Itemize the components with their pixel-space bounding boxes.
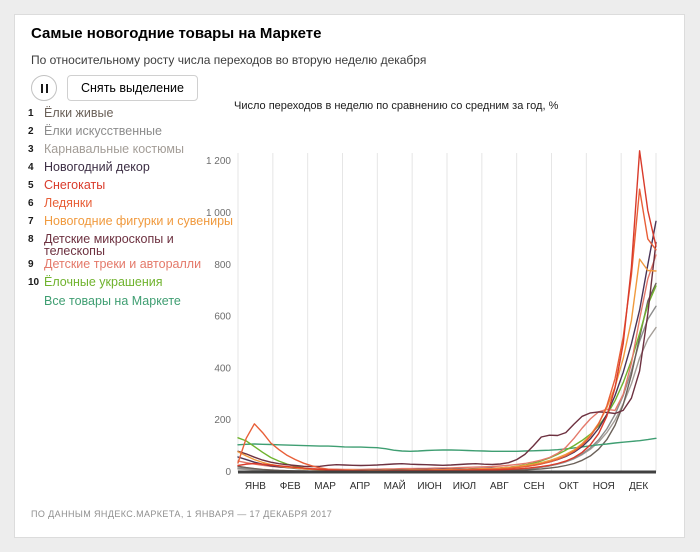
month-label: МАЙ — [384, 479, 406, 492]
pause-icon — [40, 83, 43, 93]
legend-rank: 8 — [28, 234, 34, 245]
line-chart[interactable]: 0 200 400 600 800 1 000 1 200 ЯНВ ФЕВ МАР АПР МАЙ ИЮ… — [201, 113, 679, 505]
month-label: МАР — [314, 481, 336, 492]
legend-list: 1 Ёлки живые 2 Ёлки искусственные 3 Карнаваль… — [28, 107, 233, 309]
page-subtitle: По относительному росту числа переходов … — [31, 53, 427, 67]
month-label: ЯНВ — [245, 481, 266, 492]
series-line[interactable] — [237, 241, 657, 468]
legend-label: Ледянки — [44, 196, 93, 210]
month-label: АПР — [350, 481, 371, 492]
legend-label: Новогодние фигурки и сувениры — [44, 214, 234, 228]
legend-rank: 3 — [28, 144, 34, 155]
month-label: НОЯ — [593, 481, 615, 492]
y-tick-label: 1 000 — [206, 208, 231, 219]
pause-icon — [45, 83, 48, 93]
chart-title: Число переходов в неделю по сравнению со… — [234, 100, 559, 112]
y-tick-label: 0 — [225, 467, 231, 478]
legend-rank: 1 — [28, 108, 34, 119]
legend-item-3[interactable]: 3 Карнавальные костюмы — [28, 143, 228, 156]
source-note: ПО ДАННЫМ ЯНДЕКС.МАРКЕТА, 1 ЯНВАРЯ — 17 … — [31, 509, 333, 519]
infographic-card: Самые новогодние товары на Маркете По от… — [14, 14, 685, 538]
legend-item-8[interactable]: 8 Детские микроскопы и телескопы — [28, 232, 228, 258]
legend-rank: 4 — [28, 162, 34, 173]
legend-label: Детские треки и авторалли — [44, 257, 202, 271]
legend-rank: 6 — [28, 198, 34, 209]
legend-item-4[interactable]: 4 Новогодний декор — [28, 161, 228, 174]
y-tick-label: 600 — [214, 312, 231, 323]
pause-button[interactable] — [31, 75, 57, 101]
all-goods-link[interactable]: Все товары на Маркете — [44, 294, 181, 308]
legend-rank: 10 — [28, 277, 40, 288]
series-line[interactable] — [237, 437, 657, 452]
clear-selection-button[interactable]: Снять выделение — [67, 75, 198, 101]
legend-item-2[interactable]: 2 Ёлки искусственные — [28, 125, 228, 138]
legend-label: Ёлки живые — [44, 106, 114, 120]
y-tick-label: 400 — [214, 363, 231, 374]
month-label: ИЮН — [417, 481, 442, 492]
month-label: ДЕК — [629, 481, 648, 492]
month-label: ИЮЛ — [453, 481, 476, 492]
month-label: АВГ — [490, 481, 509, 492]
legend-rank: 5 — [28, 180, 34, 191]
page-title: Самые новогодние товары на Маркете — [31, 25, 322, 42]
legend-item-7[interactable]: 7 Новогодние фигурки и сувениры — [28, 215, 233, 228]
controls-row: Снять выделение — [31, 75, 198, 101]
y-tick-label: 1 200 — [206, 156, 231, 167]
legend-item-9[interactable]: 9 Детские треки и авторалли — [28, 258, 228, 271]
legend-rank: 2 — [28, 126, 34, 137]
legend-label: Ёлки искусственные — [44, 124, 162, 138]
legend-label: Новогодний декор — [44, 160, 150, 174]
legend-rank: 9 — [28, 259, 34, 270]
y-tick-label: 200 — [214, 415, 231, 426]
legend-item-1[interactable]: 1 Ёлки живые — [28, 107, 228, 120]
y-tick-label: 800 — [214, 260, 231, 271]
legend-item-6[interactable]: 6 Ледянки — [28, 197, 228, 210]
month-label: СЕН — [524, 481, 545, 492]
legend-label: Ёлочные украшения — [44, 275, 163, 289]
legend-rank: 7 — [28, 216, 34, 227]
legend-label: Карнавальные костюмы — [44, 142, 184, 156]
legend-item-10[interactable]: 10 Ёлочные украшения — [28, 276, 228, 289]
month-label: ФЕВ — [280, 481, 301, 492]
legend-label: Детские микроскопы и телескопы — [44, 232, 174, 258]
series-line[interactable] — [237, 150, 657, 472]
month-label: ОКТ — [559, 481, 579, 492]
legend-item-5[interactable]: 5 Снегокаты — [28, 179, 228, 192]
legend-label: Снегокаты — [44, 178, 106, 192]
